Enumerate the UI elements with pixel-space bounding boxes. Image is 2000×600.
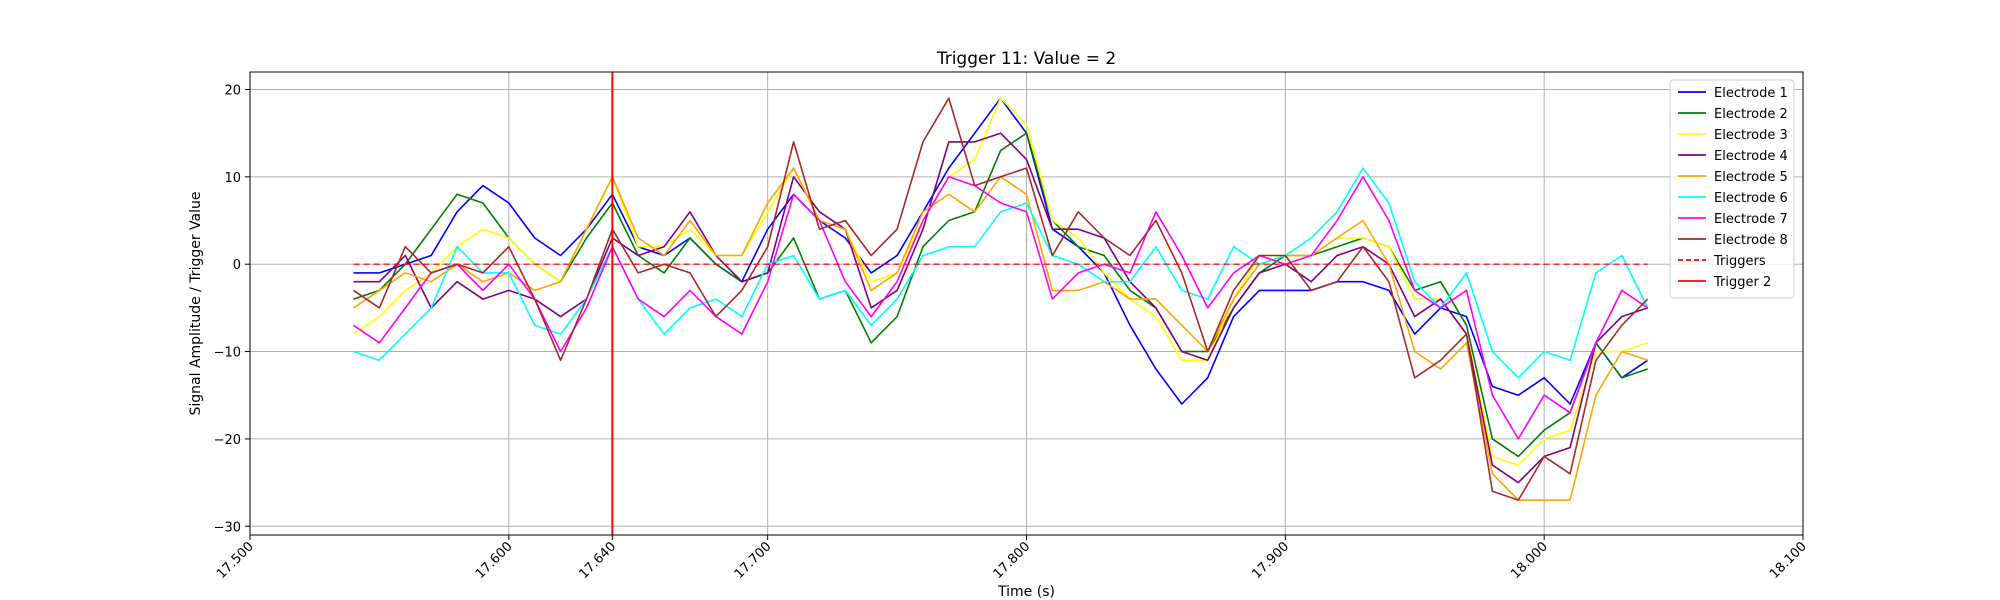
trigger-layer bbox=[353, 72, 1648, 535]
grid-layer bbox=[249, 72, 1804, 535]
legend-label: Triggers bbox=[1713, 254, 1766, 269]
legend-label: Trigger 2 bbox=[1713, 275, 1771, 290]
legend-label: Electrode 2 bbox=[1714, 107, 1788, 122]
legend: Electrode 1 Electrode 2 Electrode 3 Electro… bbox=[1669, 79, 1795, 299]
series-line-electrode-3 bbox=[353, 97, 1648, 466]
legend-label: Electrode 6 bbox=[1714, 191, 1788, 206]
legend-label: Electrode 1 bbox=[1714, 86, 1788, 101]
y-tick-label: −30 bbox=[214, 520, 241, 535]
series-line-electrode-1 bbox=[353, 97, 1649, 405]
x-tick-label: 17.640 bbox=[576, 539, 619, 582]
y-tick-label: 0 bbox=[233, 258, 241, 273]
y-tick-label: −10 bbox=[214, 346, 241, 361]
legend-label: Electrode 8 bbox=[1714, 233, 1788, 248]
y-tick-label: 10 bbox=[224, 171, 241, 186]
legend-label: Electrode 4 bbox=[1714, 149, 1788, 164]
series-layer bbox=[353, 97, 1649, 501]
y-tick-label: 20 bbox=[224, 83, 241, 98]
legend-label: Electrode 5 bbox=[1714, 170, 1788, 185]
x-axis-label: Time (s) bbox=[997, 584, 1055, 600]
x-tick-label: 17.700 bbox=[732, 539, 775, 582]
chart-title: Trigger 11: Value = 2 bbox=[936, 49, 1116, 69]
x-tick-label: 17.900 bbox=[1249, 539, 1292, 582]
x-tick-label: 17.800 bbox=[991, 539, 1034, 582]
series-line-electrode-4 bbox=[353, 132, 1648, 484]
legend-label: Electrode 3 bbox=[1714, 128, 1788, 143]
series-line-electrode-2 bbox=[353, 132, 1648, 458]
y-axis-label: Signal Amplitude / Trigger Value bbox=[188, 192, 204, 416]
legend-label: Electrode 7 bbox=[1714, 212, 1788, 227]
series-line-electrode-7 bbox=[353, 176, 1649, 440]
tick-layer: 17.500 17.600 17.640 17.700 17.800 17.900 18.0… bbox=[214, 83, 1810, 582]
x-tick-label: 18.000 bbox=[1508, 539, 1551, 582]
series-line-electrode-6 bbox=[353, 167, 1649, 379]
series-line-electrode-5 bbox=[353, 167, 1648, 501]
x-tick-label: 17.600 bbox=[473, 539, 516, 582]
x-tick-label: 17.500 bbox=[214, 539, 257, 582]
series-line-electrode-8 bbox=[353, 97, 1649, 501]
x-tick-label: 18.100 bbox=[1767, 539, 1810, 582]
y-tick-label: −20 bbox=[214, 433, 241, 448]
